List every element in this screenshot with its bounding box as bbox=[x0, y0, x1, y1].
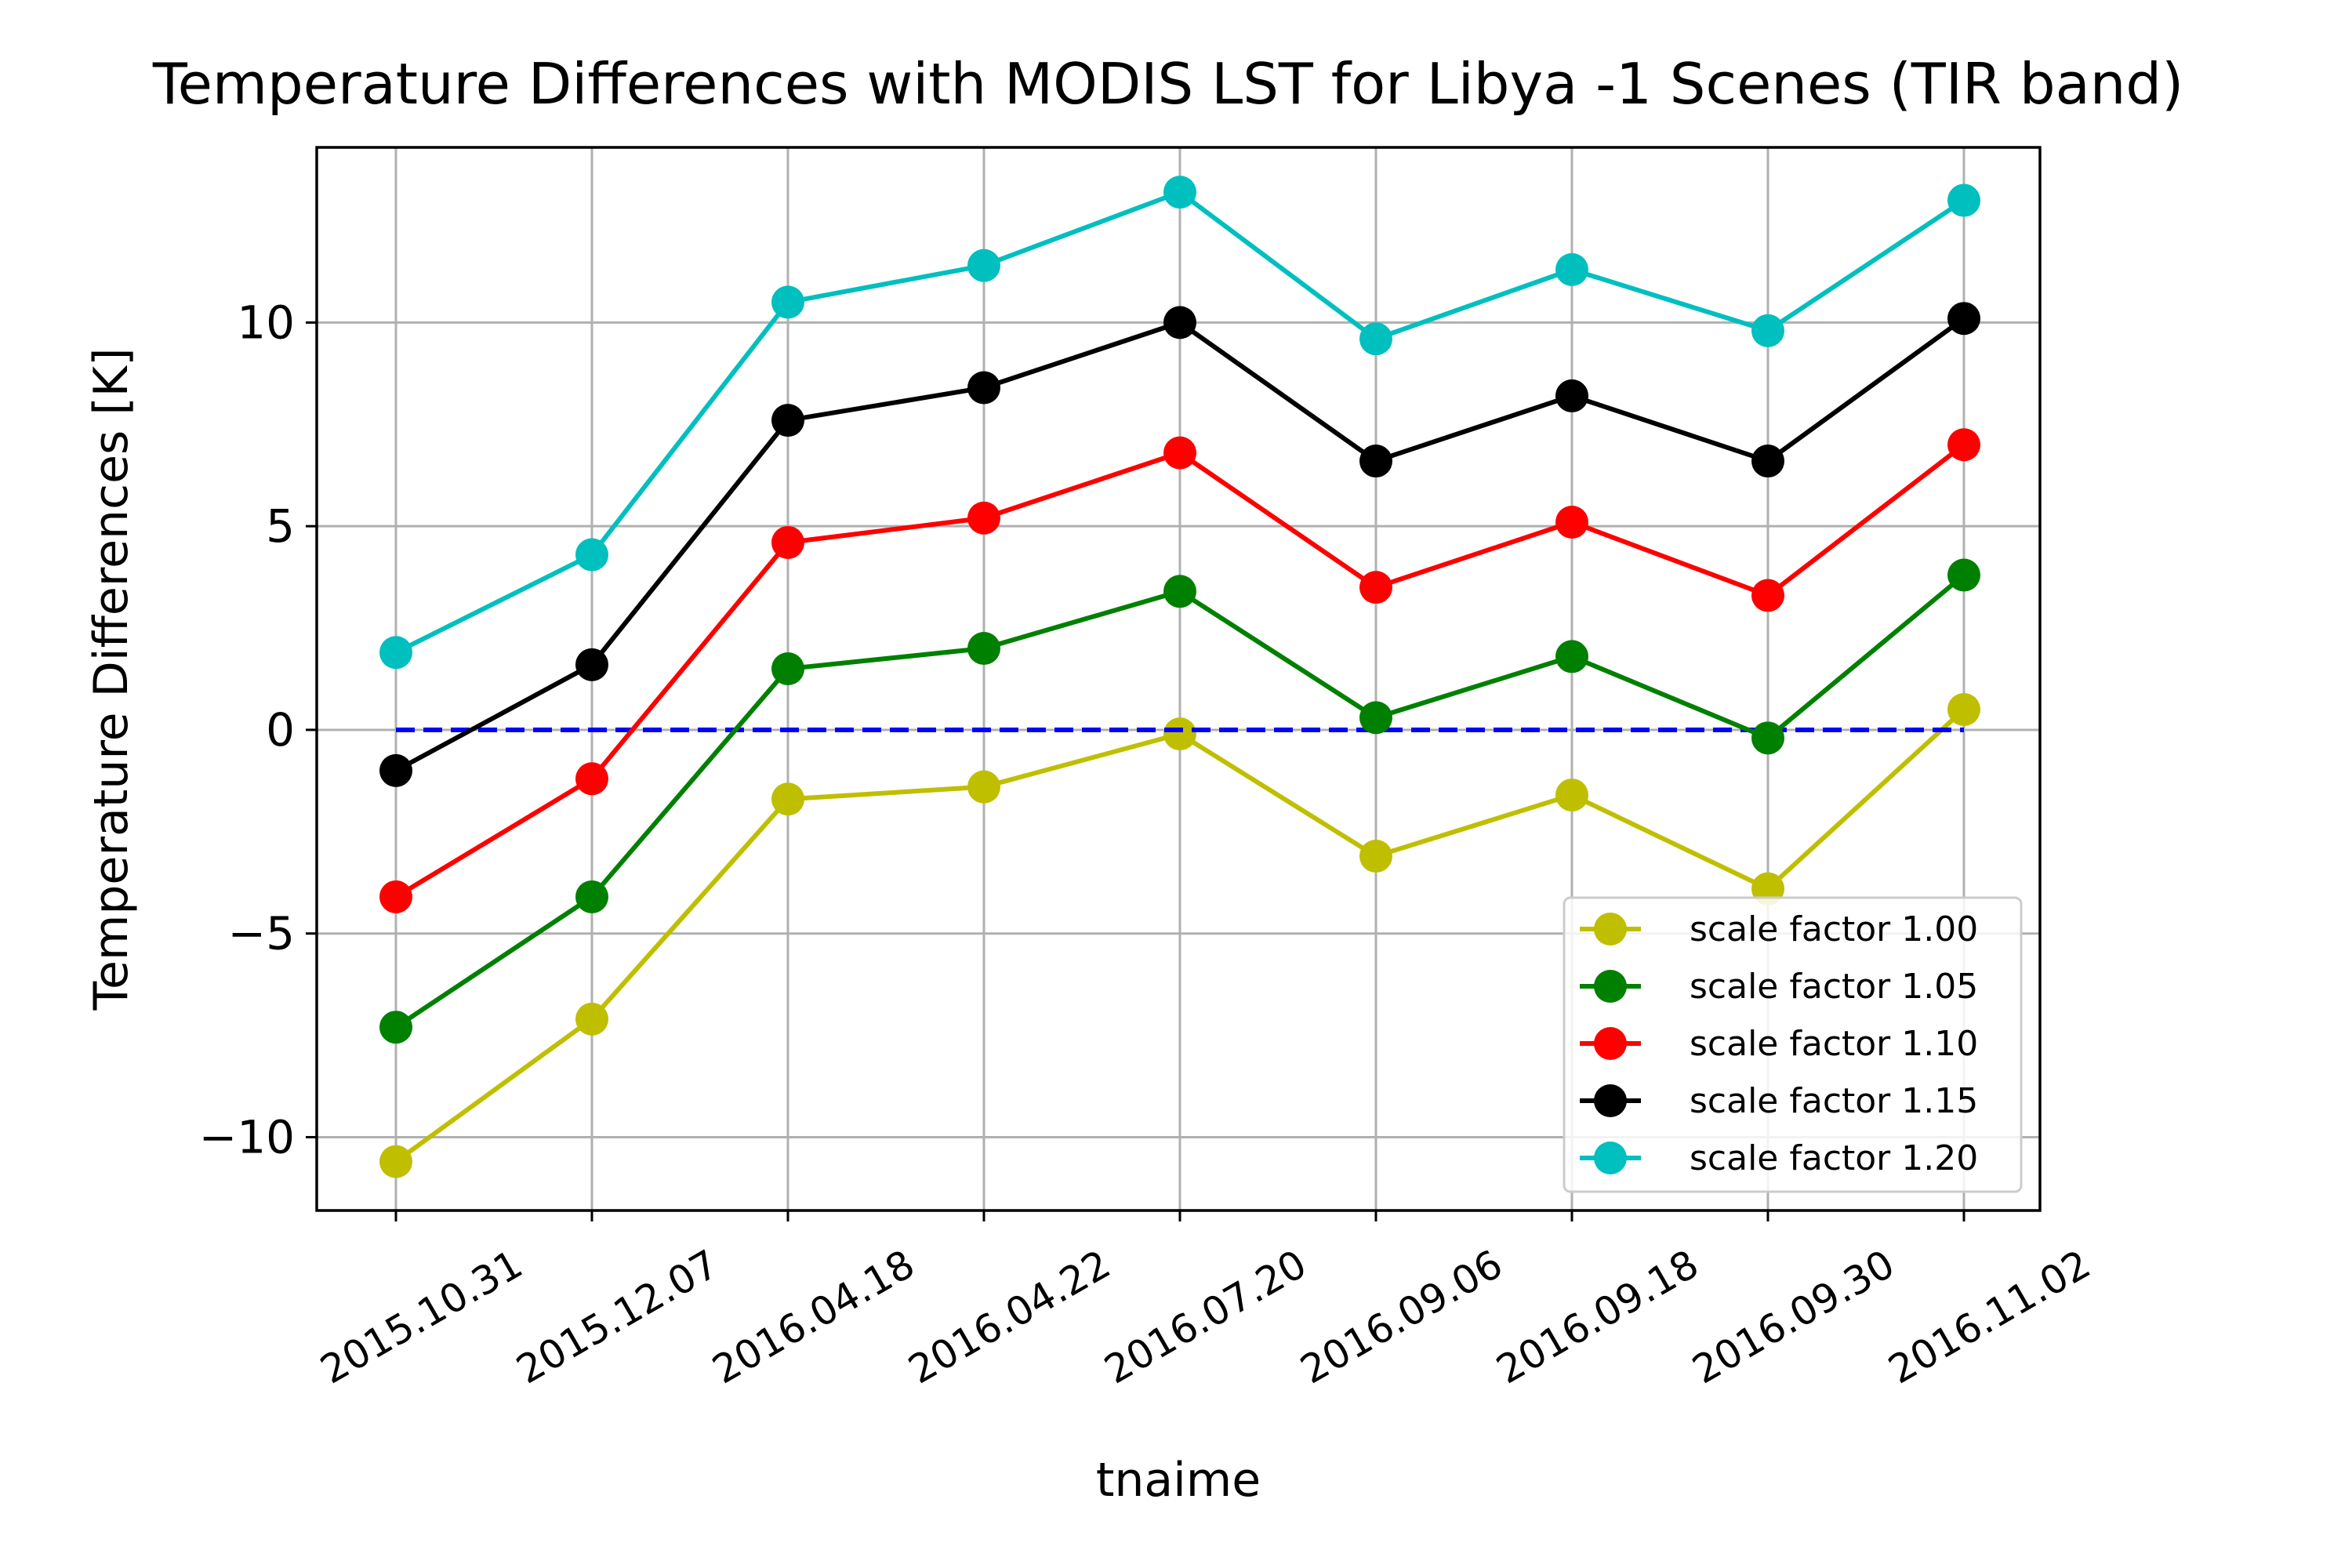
legend-marker bbox=[1594, 913, 1627, 946]
data-point bbox=[1555, 379, 1588, 412]
legend-label: scale factor 1.00 bbox=[1690, 909, 1978, 949]
data-point bbox=[1751, 445, 1784, 478]
legend-label: scale factor 1.15 bbox=[1690, 1081, 1978, 1121]
data-point bbox=[1947, 183, 1980, 217]
legend-label: scale factor 1.10 bbox=[1690, 1024, 1978, 1064]
data-point bbox=[967, 249, 1000, 282]
data-point bbox=[1163, 176, 1196, 209]
y-tick-label: 0 bbox=[266, 703, 295, 757]
series-group bbox=[379, 692, 1980, 1178]
data-point bbox=[1555, 252, 1588, 286]
data-point bbox=[1947, 302, 1980, 336]
series-group bbox=[379, 428, 1980, 913]
legend-label: scale factor 1.05 bbox=[1690, 967, 1978, 1007]
y-axis: −10 −5 0 5 10 bbox=[199, 296, 317, 1163]
data-point bbox=[771, 404, 804, 437]
y-tick-label: −10 bbox=[199, 1110, 295, 1163]
data-point bbox=[1163, 575, 1196, 608]
y-tick-label: 10 bbox=[237, 296, 295, 349]
series-group bbox=[379, 176, 1980, 670]
data-point bbox=[1751, 579, 1784, 612]
data-point bbox=[967, 371, 1000, 405]
legend-marker bbox=[1594, 1084, 1627, 1117]
x-axis-label: tnaime bbox=[1096, 1453, 1261, 1508]
data-point bbox=[379, 753, 412, 787]
data-point bbox=[771, 285, 804, 319]
legend-label: scale factor 1.20 bbox=[1690, 1138, 1978, 1178]
data-point bbox=[575, 762, 608, 796]
series-group bbox=[379, 302, 1980, 787]
data-point bbox=[575, 1002, 608, 1036]
data-point bbox=[379, 636, 412, 670]
data-point bbox=[1359, 571, 1392, 604]
data-point bbox=[771, 782, 804, 816]
data-point bbox=[575, 880, 608, 913]
data-point bbox=[771, 525, 804, 559]
y-axis-label: Temperature Differences [K] bbox=[84, 348, 139, 1011]
data-point bbox=[1163, 306, 1196, 339]
data-point bbox=[1555, 779, 1588, 812]
series-layer bbox=[379, 176, 1980, 1178]
data-point bbox=[379, 1011, 412, 1044]
data-point bbox=[1947, 692, 1980, 726]
chart-title: Temperature Differences with MODIS LST f… bbox=[152, 51, 2183, 117]
data-point bbox=[967, 501, 1000, 535]
data-point bbox=[1751, 721, 1784, 755]
data-point bbox=[1163, 436, 1196, 470]
data-point bbox=[1359, 322, 1392, 356]
data-point bbox=[1359, 701, 1392, 735]
series-group bbox=[379, 558, 1980, 1044]
data-point bbox=[1359, 445, 1392, 478]
data-point bbox=[379, 880, 412, 913]
data-point bbox=[1751, 314, 1784, 347]
plot-frame bbox=[315, 146, 2042, 1212]
y-tick-label: −5 bbox=[228, 907, 296, 960]
legend: scale factor 1.00 scale factor 1.05 scale … bbox=[1563, 896, 2023, 1193]
data-point bbox=[575, 648, 608, 681]
data-point bbox=[379, 1145, 412, 1178]
legend-marker bbox=[1594, 970, 1627, 1003]
data-point bbox=[1555, 640, 1588, 673]
data-point bbox=[771, 652, 804, 686]
y-tick-label: 5 bbox=[266, 499, 295, 553]
legend-marker bbox=[1594, 1027, 1627, 1060]
data-point bbox=[1555, 505, 1588, 539]
data-point bbox=[1163, 717, 1196, 751]
data-point bbox=[967, 770, 1000, 804]
legend-box bbox=[1563, 896, 2023, 1193]
data-point bbox=[1359, 840, 1392, 873]
data-point bbox=[575, 538, 608, 572]
data-point bbox=[1947, 558, 1980, 592]
data-point bbox=[1947, 428, 1980, 462]
legend-marker bbox=[1594, 1142, 1627, 1174]
data-point bbox=[967, 632, 1000, 666]
